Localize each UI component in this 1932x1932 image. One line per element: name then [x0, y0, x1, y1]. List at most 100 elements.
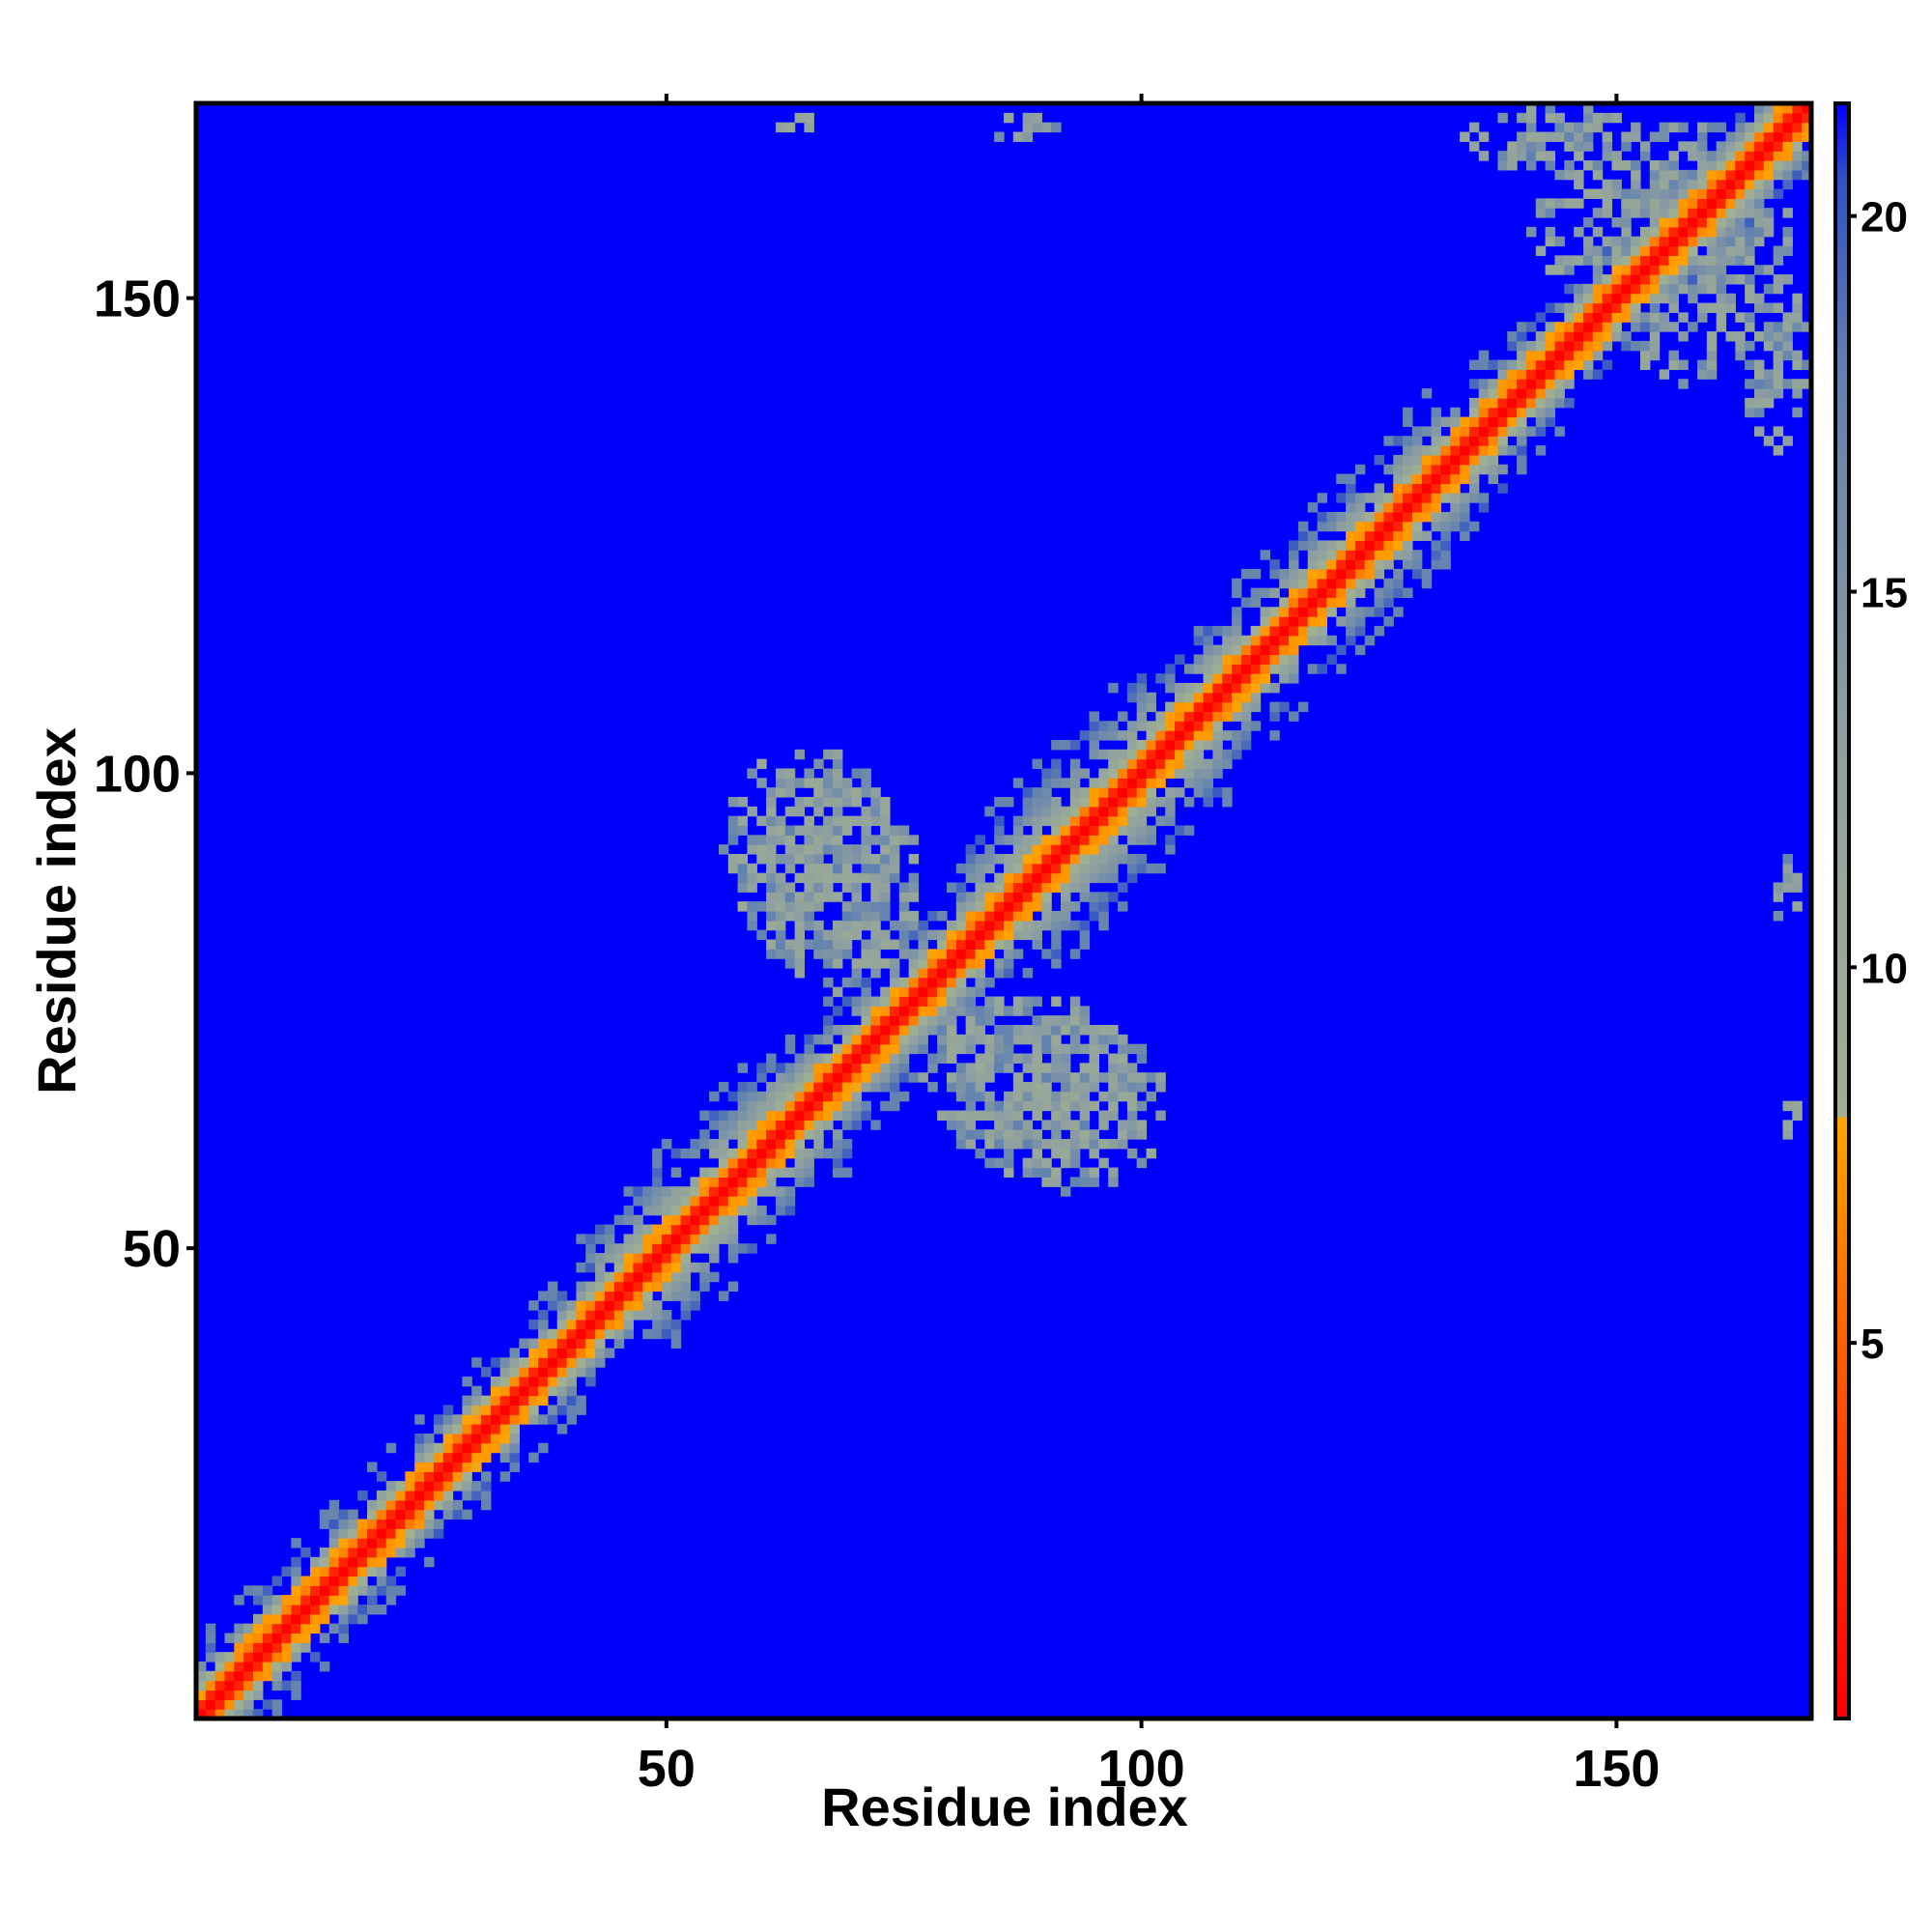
heatmap-cell: [1763, 208, 1775, 218]
heatmap-cell: [1497, 388, 1508, 399]
heatmap-cell: [1735, 160, 1746, 171]
heatmap-cell: [955, 968, 967, 979]
heatmap-cell: [1688, 188, 1698, 199]
heatmap-cell: [680, 1243, 692, 1254]
heatmap-cell: [813, 1091, 824, 1102]
heatmap-cell: [1554, 340, 1565, 352]
heatmap-cell: [196, 1699, 207, 1710]
heatmap-cell: [1659, 198, 1670, 209]
heatmap-cell: [1146, 1072, 1156, 1083]
heatmap-cell: [1545, 265, 1556, 275]
heatmap-cell: [1507, 359, 1518, 370]
heatmap-cell: [813, 1034, 824, 1045]
heatmap-cell: [965, 939, 977, 950]
heatmap-cell: [823, 958, 834, 969]
heatmap-cell: [1240, 711, 1252, 722]
heatmap-cell: [1175, 825, 1185, 836]
heatmap-cell: [1411, 530, 1423, 542]
heatmap-cell: [1098, 1091, 1109, 1102]
heatmap-cell: [699, 1177, 710, 1187]
heatmap-cell: [262, 1623, 273, 1634]
heatmap-cell: [1668, 302, 1679, 313]
heatmap-cell: [937, 949, 948, 959]
heatmap-cell: [1022, 911, 1034, 922]
heatmap-cell: [946, 996, 957, 1007]
heatmap-cell: [718, 1234, 729, 1244]
heatmap-cell: [690, 1243, 700, 1254]
heatmap-cell: [547, 1338, 558, 1350]
heatmap-cell: [1802, 151, 1812, 161]
heatmap-cell: [918, 1043, 928, 1055]
heatmap-cell: [1592, 312, 1604, 323]
heatmap-cell: [1592, 302, 1604, 313]
heatmap-cell: [1089, 815, 1099, 827]
heatmap-cell: [1079, 1006, 1091, 1016]
heatmap-cell: [937, 958, 948, 969]
heatmap-cell: [1051, 1053, 1062, 1064]
heatmap-cell: [1517, 151, 1527, 161]
heatmap-cell: [756, 1120, 767, 1130]
heatmap-cell: [813, 787, 824, 798]
heatmap-cell: [1041, 901, 1052, 912]
heatmap-cell: [1525, 322, 1537, 332]
heatmap-cell: [794, 929, 806, 941]
heatmap-cell: [756, 853, 767, 865]
heatmap-cell: [367, 1604, 378, 1615]
heatmap-cell: [1079, 1110, 1091, 1121]
heatmap-cell: [291, 1623, 301, 1634]
heatmap-cell: [1517, 464, 1527, 475]
heatmap-cell: [1032, 1015, 1042, 1026]
heatmap-cell: [841, 1082, 853, 1093]
heatmap-cell: [1564, 359, 1575, 370]
heatmap-cell: [338, 1547, 349, 1558]
heatmap-cell: [804, 1177, 814, 1187]
heatmap-cell: [1725, 208, 1736, 218]
heatmap-cell: [1354, 644, 1366, 656]
heatmap-cell: [1354, 578, 1366, 589]
heatmap-cell: [1488, 445, 1499, 456]
heatmap-cell: [1668, 265, 1679, 275]
heatmap-cell: [880, 1082, 891, 1093]
heatmap-cell: [718, 1177, 729, 1187]
heatmap-cell: [994, 1025, 1005, 1036]
heatmap-cell: [1051, 949, 1062, 959]
heatmap-cell: [1574, 359, 1584, 370]
heatmap-cell: [405, 1538, 415, 1548]
heatmap-cell: [1041, 911, 1052, 922]
heatmap-cell: [1659, 322, 1670, 332]
heatmap-cell: [756, 778, 767, 788]
heatmap-cell: [1517, 407, 1527, 418]
heatmap-cell: [1517, 426, 1527, 437]
heatmap-cell: [1478, 151, 1490, 161]
heatmap-cell: [1326, 578, 1337, 589]
heatmap-cell: [1032, 1139, 1042, 1150]
heatmap-cell: [414, 1538, 425, 1548]
heatmap-cell: [984, 1100, 995, 1112]
heatmap-cell: [766, 1157, 777, 1169]
heatmap-cell: [1089, 1025, 1099, 1036]
heatmap-cell: [699, 1224, 710, 1235]
heatmap-cell: [766, 1214, 777, 1226]
heatmap-cell: [756, 1205, 767, 1216]
heatmap-cell: [1022, 1063, 1034, 1073]
heatmap-cell: [851, 882, 863, 893]
heatmap-cell: [328, 1538, 340, 1548]
heatmap-cell: [1118, 1072, 1128, 1083]
heatmap-cell: [832, 1082, 843, 1093]
heatmap-cell: [471, 1357, 482, 1368]
heatmap-cell: [1051, 778, 1062, 788]
heatmap-cell: [1639, 255, 1651, 266]
heatmap-cell: [1118, 1139, 1128, 1150]
heatmap-cell: [1098, 1139, 1109, 1150]
heatmap-cell: [281, 1595, 292, 1605]
heatmap-cell: [851, 1034, 863, 1045]
heatmap-cell: [1165, 768, 1176, 779]
heatmap-cell: [1212, 730, 1223, 741]
heatmap-cell: [1165, 739, 1176, 751]
heatmap-cell: [1592, 293, 1604, 304]
heatmap-cell: [214, 1670, 226, 1682]
heatmap-cell: [1022, 892, 1034, 902]
heatmap-cell: [471, 1433, 482, 1444]
heatmap-cell: [1678, 331, 1689, 342]
heatmap-cell: [376, 1604, 387, 1615]
